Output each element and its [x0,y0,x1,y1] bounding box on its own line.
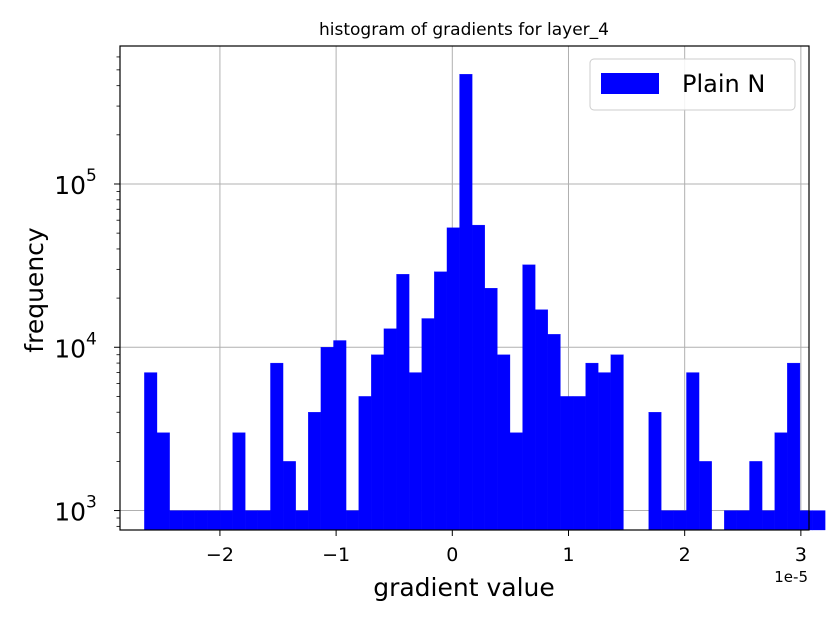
y-tick-label: 10 [54,171,86,200]
histogram-bar [673,510,687,531]
y-tick-label: 10 [54,334,86,363]
x-axis-label: gradient value [373,573,555,602]
histogram-bar [194,510,208,531]
x-tick-label: 2 [679,544,691,566]
histogram-bar [219,510,233,531]
histogram-bar [522,264,536,531]
histogram-bar [434,271,448,531]
histogram-bar [245,510,259,531]
histogram-bar [736,510,750,531]
histogram-bar [761,510,775,531]
legend-swatch [601,73,659,94]
y-tick-base: 10 [54,171,86,200]
x-axis-ticks: −2 −1 0 1 2 3 [206,530,807,566]
histogram-bar [724,510,738,531]
plot-frame [119,45,810,531]
histogram-bar [572,396,586,531]
histogram-bar [787,362,801,531]
histogram-bar [358,396,372,531]
y-tick-exponent: 3 [86,493,97,513]
histogram-bar [345,510,359,531]
histogram-bar [207,510,221,531]
histogram-bar [535,309,548,531]
histogram-bar [396,274,410,531]
histogram-bar [585,362,599,531]
legend-label: Plain N [682,70,765,98]
legend: Plain N [589,58,796,111]
histogram-bar [282,461,296,531]
y-tick-base: 10 [54,498,86,527]
histogram-bar [547,334,561,531]
histogram-bar [799,510,813,531]
histogram-bar [421,318,435,531]
histogram-bar [749,461,763,531]
histogram-bar [383,328,397,531]
histogram-bar [144,372,158,531]
y-tick-base: 10 [54,334,86,363]
histogram-bar [472,224,485,531]
histogram-bar [270,362,284,531]
histogram-bar [648,412,662,531]
histogram-bar [446,227,460,531]
histogram-bar [169,510,183,531]
x-tick-label: −2 [206,544,234,566]
histogram-bar [610,354,624,531]
histogram-bar [257,510,271,531]
histogram-bar [232,432,246,531]
histogram-bar [182,510,195,531]
histogram-bar [295,510,309,531]
histogram-bar [497,354,511,531]
chart-title: histogram of gradients for layer_4 [319,20,609,40]
x-tick-label: −1 [322,544,350,566]
x-tick-label: 3 [795,544,807,566]
histogram-bar [371,354,385,531]
histogram-bar [598,372,611,531]
legend-box [589,58,796,111]
histogram-bar [698,461,712,531]
histogram-bar [459,74,473,531]
histogram-bar [320,347,334,531]
y-tick-exponent: 5 [86,166,97,186]
histogram-bar [484,288,498,531]
histogram-bar [812,510,826,531]
histogram-bar [333,340,347,531]
x-offset-label: 1e-5 [774,568,808,586]
histogram-bar [560,396,574,531]
histogram-bar [509,432,523,531]
histogram-bar [308,412,322,531]
histogram-bar [408,372,422,531]
y-tick-exponent: 4 [86,329,97,349]
x-tick-label: 0 [446,544,458,566]
x-tick-label: 1 [562,544,574,566]
histogram-bar [661,510,675,531]
histogram-bar [774,432,788,531]
histogram-bar [156,432,170,531]
y-axis-label: frequency [20,227,49,353]
y-tick-label: 10 [54,498,86,527]
histogram-bar [686,372,700,531]
